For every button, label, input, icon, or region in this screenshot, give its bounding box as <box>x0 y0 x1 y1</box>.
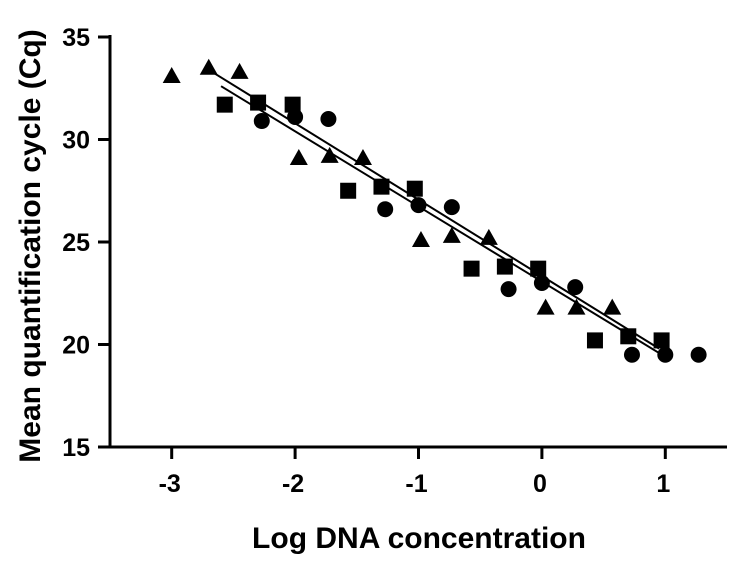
triangle-point <box>320 146 339 163</box>
y-axis-title: Mean quantification cycle (Cq) <box>14 29 47 462</box>
triangle-point <box>230 62 249 79</box>
x-tick-label: 0 <box>533 470 547 498</box>
regression-line <box>220 85 666 358</box>
circle-point <box>410 197 427 214</box>
circle-point <box>500 281 517 298</box>
data-markers <box>162 58 707 363</box>
y-tick-label: 15 <box>62 434 90 462</box>
square-point <box>406 180 423 197</box>
triangle-point <box>289 148 308 165</box>
square-point <box>586 332 603 349</box>
square-point <box>530 260 547 277</box>
circle-point <box>253 113 270 130</box>
triangle-point <box>479 228 498 245</box>
triangle-point <box>567 298 586 315</box>
triangle-point <box>411 230 430 247</box>
regression-line <box>208 68 660 350</box>
square-point <box>496 258 513 275</box>
circle-point <box>533 275 550 291</box>
square-point <box>284 96 301 113</box>
square-point <box>373 178 390 195</box>
circle-point <box>690 346 707 363</box>
square-point <box>620 328 637 345</box>
triangle-point <box>442 226 461 243</box>
triangle-point <box>603 298 622 315</box>
y-tick-label: 20 <box>62 332 90 360</box>
circle-point <box>657 346 674 363</box>
y-tick-label: 35 <box>62 24 90 52</box>
triangle-point <box>536 298 555 315</box>
x-axis-title: Log DNA concentration <box>252 522 586 555</box>
square-point <box>463 260 480 277</box>
circle-point <box>320 111 337 127</box>
ticks: 15 20 25 30 35 -3 -2 -1 0 1 <box>62 24 670 498</box>
x-tick-label: -2 <box>282 470 304 498</box>
circle-point <box>623 346 640 363</box>
circle-point <box>377 201 394 218</box>
triangle-point <box>199 58 218 75</box>
x-tick-label: 1 <box>656 470 670 498</box>
x-tick-label: -3 <box>159 470 181 498</box>
circle-point <box>287 108 304 125</box>
square-point <box>216 96 233 113</box>
fit-lines <box>208 68 666 358</box>
x-tick-label: -1 <box>405 470 427 498</box>
triangle-point <box>353 148 372 165</box>
y-tick-label: 30 <box>62 127 90 155</box>
circle-point <box>443 199 460 216</box>
square-point <box>340 182 357 199</box>
y-tick-label: 25 <box>62 229 90 257</box>
square-point <box>250 94 267 111</box>
square-point <box>653 332 670 349</box>
circle-point <box>567 279 584 296</box>
triangle-point <box>162 66 181 83</box>
